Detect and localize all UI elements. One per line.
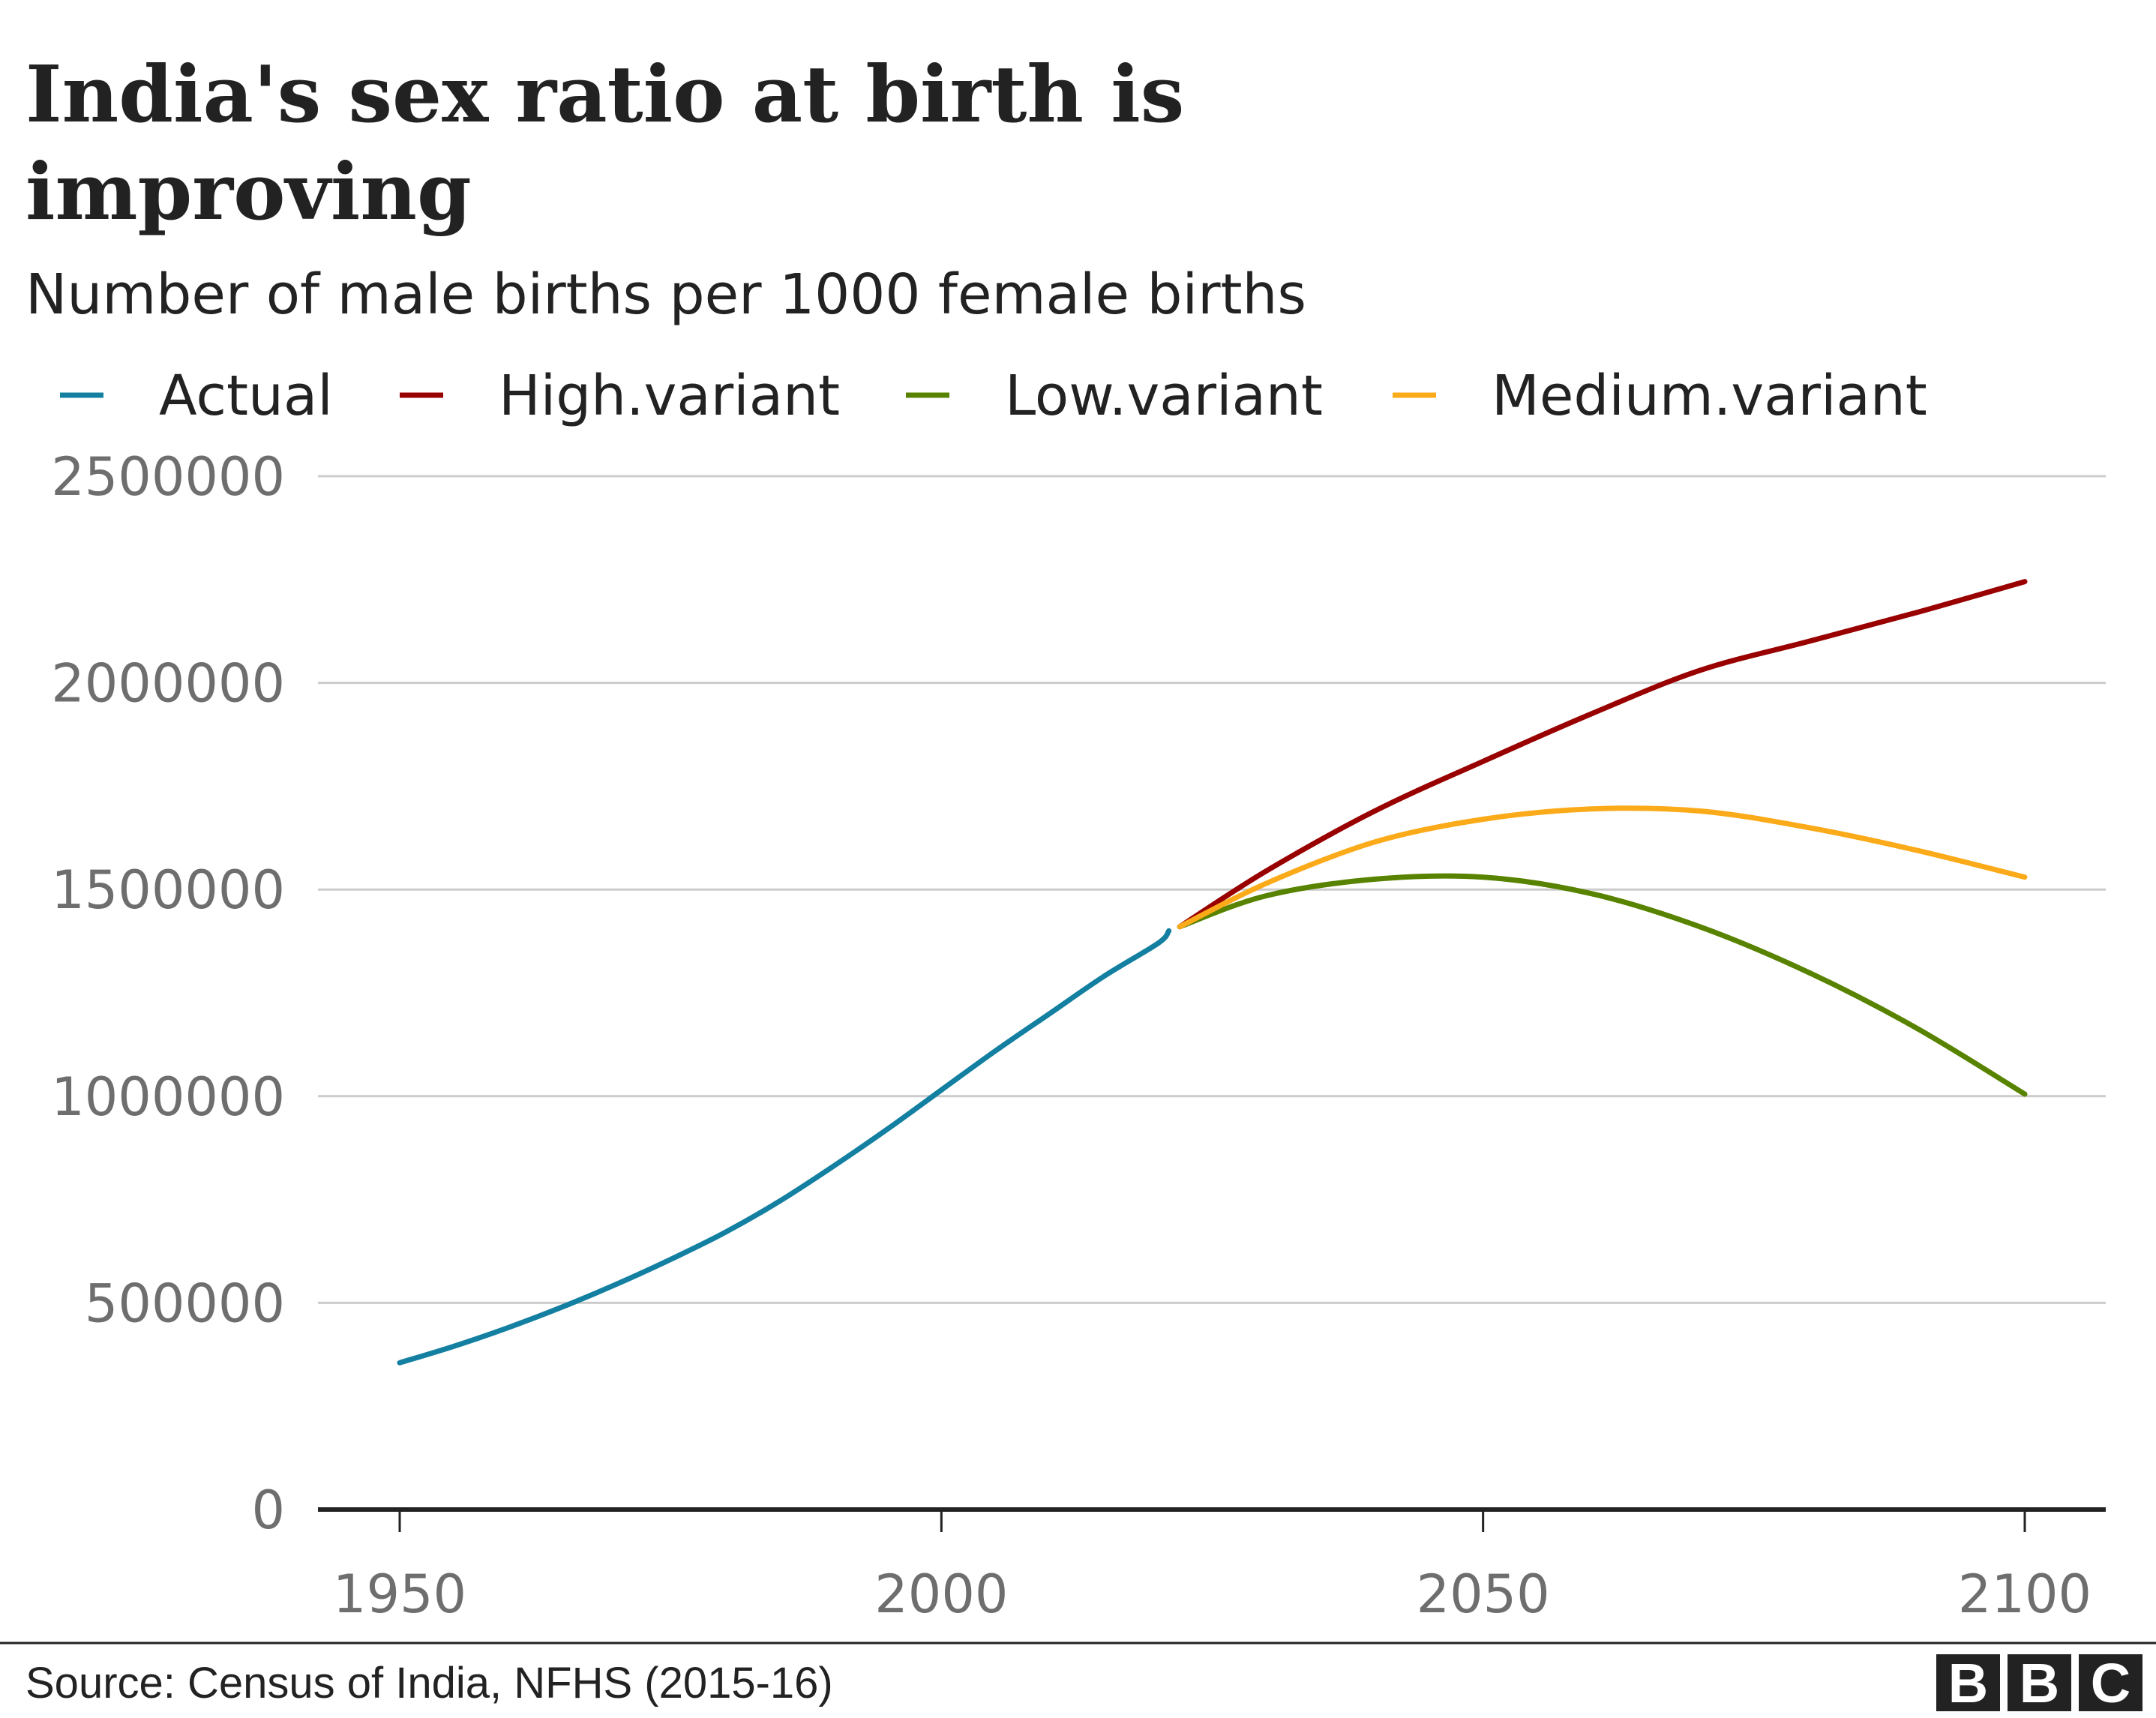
x-tick-label-1: 2000	[874, 1564, 1008, 1625]
legend-label-0: Actual	[159, 364, 333, 428]
bbc-logo-letter-2: B	[2020, 1652, 2059, 1714]
series-line-medium-variant	[1177, 805, 2028, 930]
bbc-logo-box-1	[1936, 1654, 2000, 1711]
bbc-logo: B B C	[1936, 1652, 2143, 1714]
chart-subtitle: Number of male births per 1000 female bi…	[25, 262, 1306, 327]
chart-title-line-1: India's sex ratio at birth is	[25, 48, 1184, 140]
y-tick-label-1: 500000	[85, 1273, 285, 1334]
series-lines	[397, 579, 2028, 1366]
y-tick-label-4: 2000000	[51, 653, 285, 715]
y-axis-tick-labels: 0 500000 1000000 1500000 2000000 2500000	[51, 446, 285, 1541]
bbc-logo-box-2	[2008, 1654, 2071, 1711]
legend: Actual High.variant Low.variant Medium.vari…	[60, 364, 1927, 428]
bbc-logo-letter-3: C	[2091, 1652, 2131, 1714]
y-tick-label-2: 1000000	[51, 1066, 285, 1128]
x-tick-label-2: 2050	[1417, 1564, 1550, 1625]
legend-label-3: Medium.variant	[1492, 364, 1927, 428]
x-tick-label-3: 2100	[1958, 1564, 2092, 1625]
y-tick-label-0: 0	[251, 1480, 285, 1541]
x-tick-label-0: 1950	[333, 1564, 466, 1625]
bbc-logo-letter-1: B	[1948, 1652, 1988, 1714]
y-tick-label-3: 1500000	[51, 859, 285, 921]
legend-label-1: High.variant	[499, 364, 840, 428]
source-note: Source: Census of India, NFHS (2015-16)	[25, 1659, 833, 1708]
chart-title-line-2: improving	[25, 145, 472, 238]
gridlines	[318, 475, 2106, 1304]
bbc-logo-box-3	[2079, 1654, 2143, 1711]
series-line-low-variant	[1177, 873, 2028, 1097]
legend-label-2: Low.variant	[1005, 364, 1323, 428]
x-axis-ticks: 1950 2000 2050 2100	[333, 1510, 2092, 1625]
series-line-actual	[397, 928, 1172, 1366]
series-line-high-variant	[1177, 579, 2028, 930]
y-tick-label-5: 2500000	[51, 446, 285, 508]
